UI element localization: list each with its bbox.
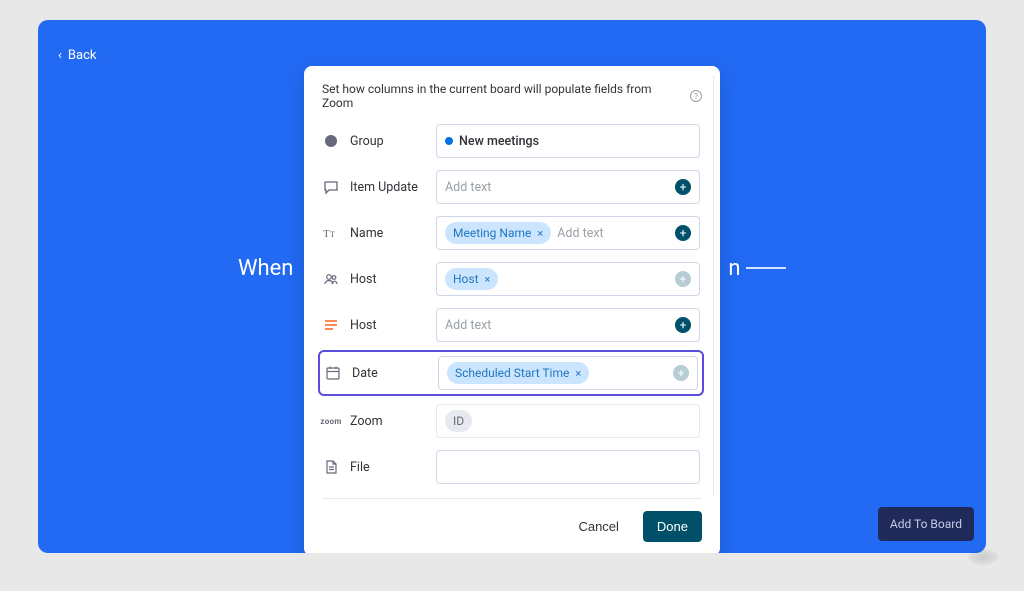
group-select[interactable]: New meetings [436, 124, 700, 158]
chip-remove-icon[interactable]: × [537, 227, 543, 240]
add-icon[interactable]: + [675, 271, 691, 287]
modal-description: Set how columns in the current board wil… [322, 82, 702, 110]
chevron-left-icon: ‹ [58, 49, 62, 62]
file-input[interactable] [436, 450, 700, 484]
info-icon[interactable]: ? [690, 90, 702, 102]
add-icon[interactable]: + [675, 225, 691, 241]
field-label: Item Update [322, 178, 422, 196]
add-icon[interactable]: + [675, 179, 691, 195]
chip-id[interactable]: ID [445, 410, 472, 432]
svg-text:T: T [330, 230, 335, 239]
chip-remove-icon[interactable]: × [485, 273, 491, 286]
date-input[interactable]: Scheduled Start Time × + [438, 356, 698, 390]
field-label: Date [324, 364, 424, 382]
cancel-button[interactable]: Cancel [564, 511, 632, 542]
divider [322, 498, 702, 499]
field-row-name: TT Name Meeting Name × Add text + [322, 216, 700, 250]
field-row-item-update: Item Update Add text + [322, 170, 700, 204]
field-row-host-people: Host Host × + [322, 262, 700, 296]
field-label: Host [322, 316, 422, 334]
field-row-date: Date Scheduled Start Time × + [318, 350, 704, 396]
chip-meeting-name[interactable]: Meeting Name × [445, 222, 551, 244]
group-dot-icon [322, 132, 340, 150]
zoom-input[interactable]: ID [436, 404, 700, 438]
calendar-icon [324, 364, 342, 382]
field-row-zoom: zoom Zoom ID [322, 404, 700, 438]
field-list: Group New meetings Item Update [322, 124, 702, 484]
item-update-input[interactable]: Add text + [436, 170, 700, 204]
done-button[interactable]: Done [643, 511, 702, 542]
chat-bubble-icon [322, 178, 340, 196]
host-people-input[interactable]: Host × + [436, 262, 700, 296]
lines-icon [322, 316, 340, 334]
host-text-input[interactable]: Add text + [436, 308, 700, 342]
field-row-host-text: Host Add text + [322, 308, 700, 342]
name-input[interactable]: Meeting Name × Add text + [436, 216, 700, 250]
modal-actions: Cancel Done [304, 511, 720, 542]
chip-remove-icon[interactable]: × [575, 367, 581, 380]
bg-text-right: n [728, 256, 786, 281]
people-icon [322, 270, 340, 288]
field-mapping-modal: Set how columns in the current board wil… [304, 66, 720, 553]
zoom-icon: zoom [322, 412, 340, 430]
add-icon[interactable]: + [675, 317, 691, 333]
back-label: Back [68, 48, 97, 63]
back-button[interactable]: ‹ Back [58, 48, 96, 63]
field-label: Host [322, 270, 422, 288]
bg-text-left: When [238, 256, 293, 281]
add-icon[interactable]: + [673, 365, 689, 381]
field-row-file: File [322, 450, 700, 484]
file-icon [322, 458, 340, 476]
add-to-board-button[interactable]: Add To Board [878, 507, 974, 541]
field-row-group: Group New meetings [322, 124, 700, 158]
app-frame: ‹ Back When n Set how columns in the cur… [38, 20, 986, 553]
blank-underline [746, 267, 786, 269]
field-label: zoom Zoom [322, 412, 422, 430]
field-label: TT Name [322, 224, 422, 242]
field-label: Group [322, 132, 422, 150]
scrollbar-track[interactable] [713, 76, 714, 496]
group-color-dot [445, 137, 453, 145]
svg-text:T: T [323, 228, 330, 240]
field-label: File [322, 458, 422, 476]
text-type-icon: TT [322, 224, 340, 242]
chip-scheduled-start-time[interactable]: Scheduled Start Time × [447, 362, 589, 384]
chip-host[interactable]: Host × [445, 268, 498, 290]
